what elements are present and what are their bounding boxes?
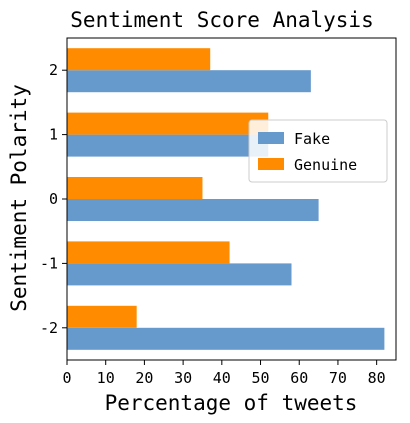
bar-genuine--2 [67,305,137,328]
x-tick-label: 10 [97,369,115,387]
y-tick-label: -1 [40,254,58,272]
x-tick-label: 60 [290,369,308,387]
legend-swatch-genuine [258,158,284,170]
y-axis-label: Sentiment Polarity [7,84,31,312]
y-tick-label: 2 [49,61,58,79]
x-tick-label: 0 [62,369,71,387]
x-tick-label: 30 [174,369,192,387]
bar-genuine--1 [67,241,230,264]
x-tick-label: 20 [135,369,153,387]
bar-genuine-0 [67,177,203,199]
y-axis: 2 1 0 -1 -2 [40,61,67,337]
legend: Fake Genuine [248,119,388,183]
chart-title: Sentiment Score Analysis [70,8,373,32]
x-axis-label: Percentage of tweets [105,391,358,415]
bar-fake-1 [67,134,269,157]
y-tick-label: 0 [49,190,58,208]
y-tick-label: 1 [49,126,58,144]
x-tick-label: 50 [251,369,269,387]
y-tick-label: -2 [40,319,58,337]
x-tick-label: 70 [329,369,347,387]
bar-fake-0 [67,199,319,221]
bar-fake--2 [67,327,385,350]
bar-fake-2 [67,70,311,93]
plot-area [66,37,397,361]
legend-label-genuine: Genuine [294,156,357,174]
bar-genuine-1 [67,112,269,135]
bar-fake--1 [67,263,292,286]
x-axis: 0 10 20 30 40 50 60 70 80 [62,360,386,387]
x-tick-label: 80 [368,369,386,387]
legend-swatch-fake [258,132,284,144]
legend-label-fake: Fake [294,130,330,148]
x-tick-label: 40 [213,369,231,387]
bar-genuine-2 [67,48,211,71]
